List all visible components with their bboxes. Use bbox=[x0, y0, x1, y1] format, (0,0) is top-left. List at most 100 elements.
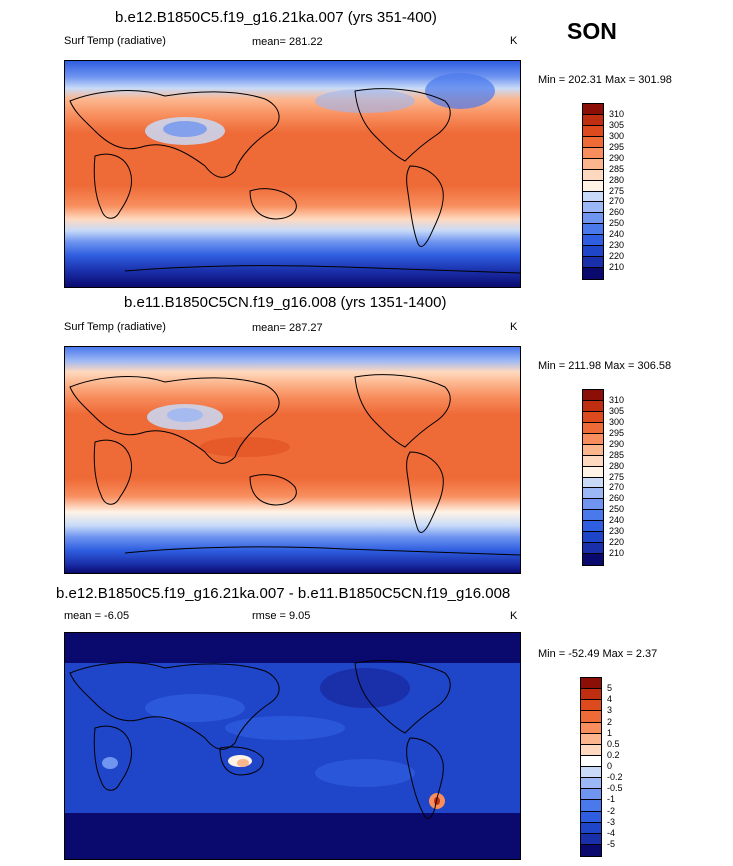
colorbar-swatch bbox=[583, 158, 603, 170]
panel3-title: b.e12.B1850C5.f19_g16.21ka.007 - b.e11.B… bbox=[56, 585, 511, 602]
colorbar-swatch bbox=[583, 477, 603, 489]
colorbar-swatch bbox=[581, 689, 601, 701]
colorbar-swatch bbox=[581, 678, 601, 690]
colorbar-swatch bbox=[583, 411, 603, 423]
colorbar-tick-label: 305 bbox=[609, 405, 625, 416]
colorbar-tick-label: -1 bbox=[607, 794, 616, 805]
colorbar-tick-label: -3 bbox=[607, 816, 616, 827]
colorbar-swatch bbox=[581, 811, 601, 823]
colorbar-tick-label: 300 bbox=[609, 416, 625, 427]
colorbar-swatch bbox=[583, 213, 603, 225]
colorbar-tick-label: 290 bbox=[609, 152, 625, 163]
panel2-mean-label: mean= 287.27 bbox=[252, 322, 323, 334]
colorbar-swatch bbox=[581, 722, 601, 734]
colorbar-tick-label: 0 bbox=[607, 761, 613, 771]
colorbar-swatch bbox=[583, 257, 603, 269]
panel3-map-field bbox=[65, 633, 520, 859]
colorbar-swatch bbox=[583, 488, 603, 500]
colorbar-swatch bbox=[581, 822, 601, 834]
panel3-minmax: Min = -52.49 Max = 2.37 bbox=[538, 648, 658, 660]
colorbar-tick-label: 240 bbox=[609, 229, 625, 240]
colorbar-swatch bbox=[583, 268, 603, 279]
colorbar-swatch bbox=[583, 246, 603, 258]
colorbar-swatch bbox=[583, 390, 603, 401]
colorbar-tick-label: 310 bbox=[609, 394, 625, 405]
colorbar-tick-label: 2 bbox=[607, 716, 613, 727]
colorbar-swatch bbox=[583, 147, 603, 159]
colorbar-swatch bbox=[581, 844, 601, 856]
colorbar-swatch bbox=[583, 191, 603, 203]
colorbar-tick-label: 3 bbox=[607, 705, 613, 716]
panel2-units: K bbox=[510, 321, 518, 333]
colorbar-tick-label: 295 bbox=[609, 427, 625, 438]
colorbar-swatch bbox=[583, 422, 603, 434]
colorbar-swatch bbox=[583, 433, 603, 445]
colorbar-tick-label: 0.5 bbox=[607, 738, 620, 749]
season-label: SON bbox=[567, 18, 617, 44]
colorbar-swatch bbox=[581, 744, 601, 756]
colorbar-swatch bbox=[583, 532, 603, 544]
colorbar-tick-label: 230 bbox=[609, 240, 625, 251]
colorbar-swatch bbox=[581, 767, 601, 779]
panel2-map-field bbox=[65, 347, 520, 573]
colorbar-tick-label: 0.2 bbox=[607, 749, 620, 760]
panel1-variable-label: Surf Temp (radiative) bbox=[64, 35, 166, 47]
colorbar-tick-label: 280 bbox=[609, 460, 625, 471]
colorbar-tick-label: 280 bbox=[609, 174, 625, 185]
colorbar-swatch bbox=[583, 104, 603, 115]
colorbar-tick-label: 210 bbox=[609, 548, 625, 559]
colorbar-tick-label: 270 bbox=[609, 196, 625, 207]
colorbar-tick-label: -4 bbox=[607, 827, 616, 838]
colorbar-swatch bbox=[583, 224, 603, 236]
colorbar-swatch bbox=[581, 800, 601, 812]
colorbar-tick-label: 5 bbox=[607, 683, 613, 694]
panel2-map bbox=[64, 346, 521, 574]
colorbar-swatch bbox=[583, 202, 603, 214]
colorbar-tick-label: 230 bbox=[609, 526, 625, 537]
colorbar-tick-label: 300 bbox=[609, 130, 625, 141]
panel1-map-field bbox=[65, 61, 520, 287]
colorbar-swatch bbox=[581, 733, 601, 745]
colorbar-tick-label: 250 bbox=[609, 218, 625, 229]
colorbar-tick-label: 295 bbox=[609, 141, 625, 152]
colorbar-tick-label: 305 bbox=[609, 119, 625, 130]
colorbar-tick-label: 240 bbox=[609, 515, 625, 526]
colorbar-swatch bbox=[581, 778, 601, 790]
colorbar-tick-label: 310 bbox=[609, 108, 625, 119]
panel1-map bbox=[64, 60, 521, 288]
panel1-title: b.e12.B1850C5.f19_g16.21ka.007 (yrs 351-… bbox=[115, 9, 437, 26]
colorbar-swatch bbox=[583, 554, 603, 565]
colorbar-swatch bbox=[583, 235, 603, 247]
colorbar-tick-label: 4 bbox=[607, 694, 613, 705]
colorbar-tick-label: 260 bbox=[609, 493, 625, 504]
panel3-map bbox=[64, 632, 521, 860]
colorbar-tick-label: -2 bbox=[607, 805, 616, 816]
colorbar-tick-label: -0.5 bbox=[607, 783, 623, 794]
colorbar-tick-label: 285 bbox=[609, 449, 625, 460]
colorbar-swatch bbox=[583, 180, 603, 192]
colorbar-swatch bbox=[583, 400, 603, 412]
panel3-rmse-label: rmse = 9.05 bbox=[252, 610, 311, 622]
panel2-minmax: Min = 211.98 Max = 306.58 bbox=[538, 360, 672, 372]
colorbar-tick-label: 275 bbox=[609, 471, 625, 482]
colorbar-swatch bbox=[583, 499, 603, 511]
colorbar-swatch bbox=[583, 510, 603, 522]
colorbar-swatch bbox=[583, 543, 603, 555]
panel2-colorbar bbox=[582, 389, 604, 566]
colorbar-swatch bbox=[581, 700, 601, 712]
colorbar-tick-label: 220 bbox=[609, 251, 625, 262]
colorbar-swatch bbox=[583, 521, 603, 533]
colorbar-swatch bbox=[583, 466, 603, 478]
colorbar-tick-label: 1 bbox=[607, 727, 613, 738]
colorbar-swatch bbox=[583, 114, 603, 126]
colorbar-tick-label: 260 bbox=[609, 207, 625, 218]
colorbar-swatch bbox=[583, 169, 603, 181]
colorbar-tick-label: 290 bbox=[609, 438, 625, 449]
colorbar-swatch bbox=[583, 455, 603, 467]
colorbar-tick-label: 250 bbox=[609, 504, 625, 515]
colorbar-swatch bbox=[581, 711, 601, 723]
panel1-units: K bbox=[510, 35, 518, 47]
panel1-minmax: Min = 202.31 Max = 301.98 bbox=[538, 74, 672, 86]
panel3-colorbar bbox=[580, 677, 602, 857]
colorbar-swatch bbox=[581, 789, 601, 801]
